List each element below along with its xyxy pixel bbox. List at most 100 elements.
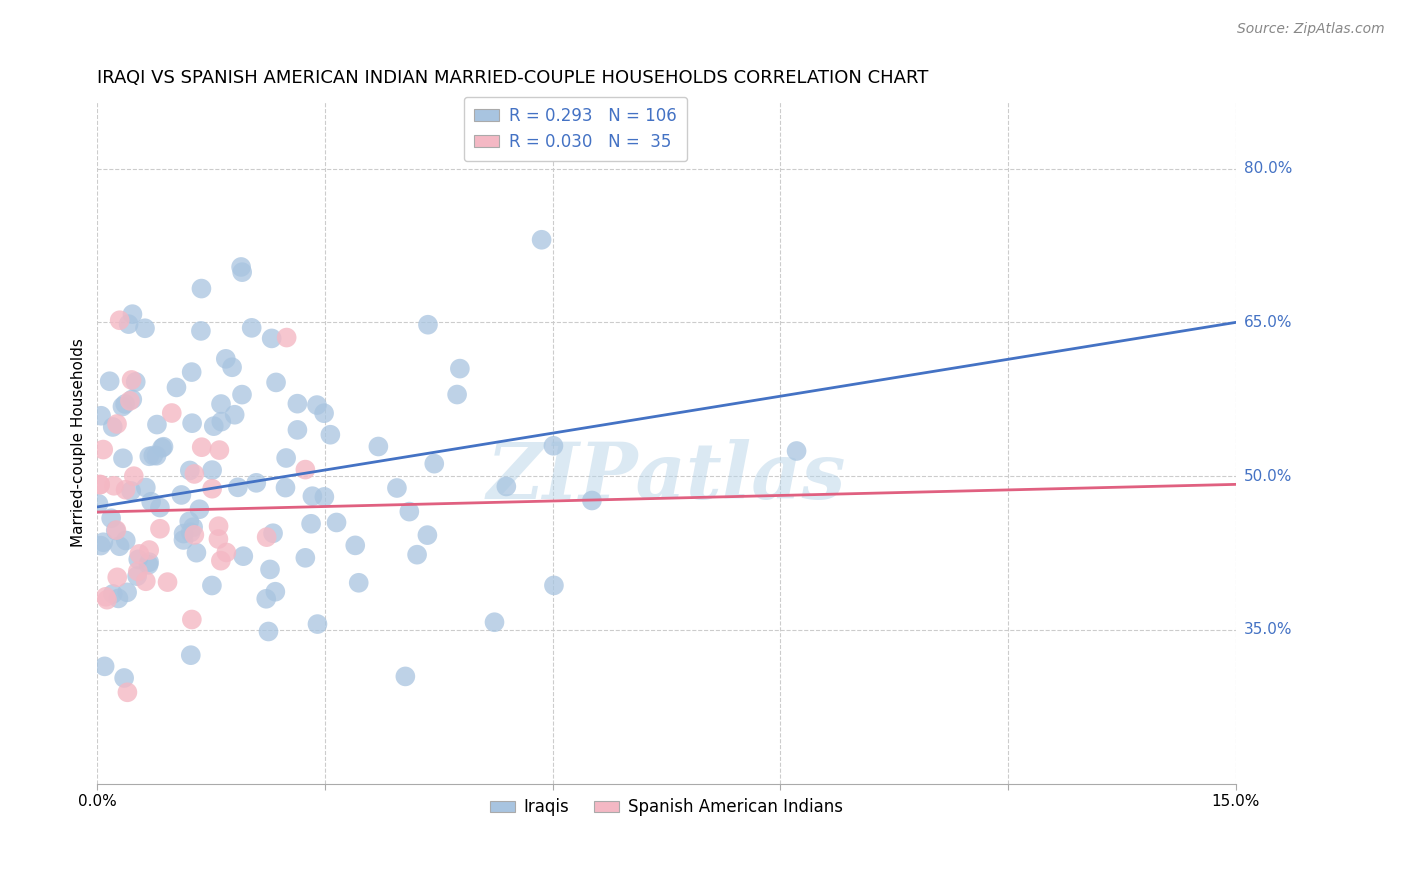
Point	[156, 575, 179, 590]
Point	[149, 522, 172, 536]
Point	[207, 519, 229, 533]
Point	[190, 440, 212, 454]
Point	[264, 584, 287, 599]
Point	[166, 380, 188, 394]
Text: ZIPatlas: ZIPatlas	[486, 439, 846, 516]
Point	[172, 533, 194, 547]
Point	[135, 481, 157, 495]
Point	[180, 365, 202, 379]
Point	[260, 331, 283, 345]
Point	[287, 423, 309, 437]
Point	[87, 497, 110, 511]
Point	[180, 648, 202, 663]
Point	[150, 441, 173, 455]
Point	[314, 406, 336, 420]
Point	[276, 330, 298, 344]
Point	[224, 408, 246, 422]
Point	[215, 351, 238, 366]
Point	[127, 552, 149, 566]
Point	[114, 533, 136, 548]
Point	[201, 482, 224, 496]
Point	[183, 467, 205, 481]
Point	[181, 520, 204, 534]
Point	[127, 569, 149, 583]
Point	[264, 376, 287, 390]
Point	[152, 440, 174, 454]
Point	[121, 307, 143, 321]
Point	[256, 530, 278, 544]
Point	[423, 457, 446, 471]
Y-axis label: Married-couple Households: Married-couple Households	[72, 338, 86, 548]
Point	[112, 671, 135, 685]
Point	[495, 479, 517, 493]
Point	[91, 442, 114, 457]
Point	[93, 659, 115, 673]
Text: IRAQI VS SPANISH AMERICAN INDIAN MARRIED-COUPLE HOUSEHOLDS CORRELATION CHART: IRAQI VS SPANISH AMERICAN INDIAN MARRIED…	[97, 69, 929, 87]
Point	[274, 481, 297, 495]
Point	[240, 321, 263, 335]
Point	[138, 450, 160, 464]
Point	[190, 324, 212, 338]
Point	[181, 416, 204, 430]
Point	[117, 317, 139, 331]
Point	[294, 462, 316, 476]
Point	[179, 515, 201, 529]
Point	[186, 546, 208, 560]
Point	[406, 548, 429, 562]
Point	[188, 502, 211, 516]
Point	[141, 494, 163, 508]
Text: 65.0%: 65.0%	[1244, 315, 1292, 330]
Point	[105, 570, 128, 584]
Point	[149, 500, 172, 515]
Point	[125, 375, 148, 389]
Point	[138, 543, 160, 558]
Point	[229, 260, 252, 274]
Point	[138, 555, 160, 569]
Point	[138, 558, 160, 572]
Point	[367, 440, 389, 454]
Point	[231, 265, 253, 279]
Point	[173, 526, 195, 541]
Point	[160, 406, 183, 420]
Point	[107, 591, 129, 606]
Point	[89, 477, 111, 491]
Point	[301, 489, 323, 503]
Point	[262, 526, 284, 541]
Point	[221, 360, 243, 375]
Point	[416, 528, 439, 542]
Point	[180, 525, 202, 540]
Point	[209, 397, 232, 411]
Point	[179, 463, 201, 477]
Point	[90, 409, 112, 423]
Point	[94, 590, 117, 604]
Point	[319, 427, 342, 442]
Point	[201, 463, 224, 477]
Point	[117, 685, 139, 699]
Point	[786, 444, 808, 458]
Point	[254, 591, 277, 606]
Point	[122, 469, 145, 483]
Point	[208, 443, 231, 458]
Point	[201, 578, 224, 592]
Point	[183, 528, 205, 542]
Point	[105, 523, 128, 537]
Point	[101, 420, 124, 434]
Point	[105, 417, 128, 431]
Point	[207, 532, 229, 546]
Point	[114, 483, 136, 497]
Point	[146, 417, 169, 432]
Point	[120, 483, 142, 498]
Point	[394, 669, 416, 683]
Point	[89, 477, 111, 491]
Point	[385, 481, 408, 495]
Point	[259, 562, 281, 576]
Point	[104, 524, 127, 538]
Point	[90, 539, 112, 553]
Point	[209, 554, 232, 568]
Point	[108, 313, 131, 327]
Point	[209, 415, 232, 429]
Point	[100, 511, 122, 525]
Point	[170, 488, 193, 502]
Point	[530, 233, 553, 247]
Text: 50.0%: 50.0%	[1244, 468, 1292, 483]
